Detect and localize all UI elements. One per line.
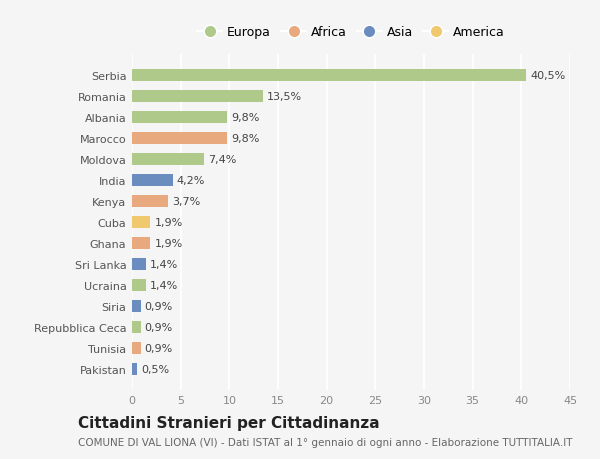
Bar bbox=[132, 280, 146, 291]
Bar bbox=[132, 91, 263, 103]
Text: Cittadini Stranieri per Cittadinanza: Cittadini Stranieri per Cittadinanza bbox=[78, 415, 380, 431]
Text: 4,2%: 4,2% bbox=[177, 176, 205, 186]
Text: 0,9%: 0,9% bbox=[145, 343, 173, 353]
Text: 13,5%: 13,5% bbox=[267, 92, 302, 102]
Text: 1,4%: 1,4% bbox=[149, 280, 178, 291]
Bar bbox=[132, 70, 526, 82]
Bar bbox=[132, 112, 227, 123]
Bar bbox=[132, 322, 141, 333]
Text: 1,4%: 1,4% bbox=[149, 259, 178, 269]
Legend: Europa, Africa, Asia, America: Europa, Africa, Asia, America bbox=[192, 21, 510, 44]
Text: COMUNE DI VAL LIONA (VI) - Dati ISTAT al 1° gennaio di ogni anno - Elaborazione : COMUNE DI VAL LIONA (VI) - Dati ISTAT al… bbox=[78, 437, 572, 447]
Bar bbox=[132, 342, 141, 354]
Bar bbox=[132, 301, 141, 312]
Bar bbox=[132, 196, 168, 207]
Bar bbox=[132, 175, 173, 186]
Text: 0,5%: 0,5% bbox=[141, 364, 169, 374]
Text: 7,4%: 7,4% bbox=[208, 155, 236, 165]
Text: 1,9%: 1,9% bbox=[154, 239, 182, 248]
Text: 0,9%: 0,9% bbox=[145, 302, 173, 311]
Bar bbox=[132, 217, 151, 229]
Text: 0,9%: 0,9% bbox=[145, 322, 173, 332]
Text: 9,8%: 9,8% bbox=[231, 113, 260, 123]
Text: 1,9%: 1,9% bbox=[154, 218, 182, 228]
Text: 3,7%: 3,7% bbox=[172, 197, 200, 207]
Bar bbox=[132, 364, 137, 375]
Bar bbox=[132, 133, 227, 145]
Text: 40,5%: 40,5% bbox=[530, 71, 565, 81]
Bar bbox=[132, 154, 204, 166]
Text: 9,8%: 9,8% bbox=[231, 134, 260, 144]
Bar bbox=[132, 238, 151, 249]
Bar bbox=[132, 259, 146, 270]
